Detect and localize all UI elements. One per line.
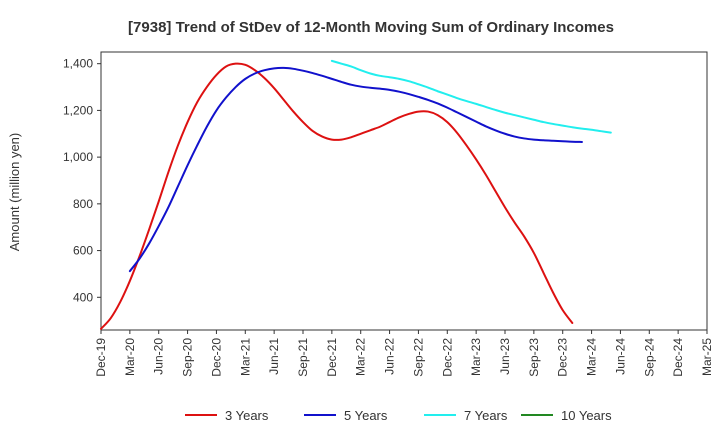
series-line-7-years — [330, 59, 612, 134]
x-tick-label: Sep-22 — [411, 338, 425, 377]
tick-labels: 400 600 800 1,000 1,200 1,400 Dec-19 Mar-20 Jun-… — [63, 57, 714, 377]
y-tick-label: 1,200 — [63, 103, 93, 117]
x-tick-label: Sep-23 — [527, 338, 541, 377]
legend: 3 Years 5 Years 7 Years 10 Years — [185, 408, 612, 423]
x-tick-label: Sep-20 — [181, 338, 195, 377]
x-tick-label: Jun-22 — [383, 338, 397, 375]
legend-label-10-years: 10 Years — [561, 408, 612, 423]
legend-item-7-years: 7 Years — [424, 408, 508, 423]
x-tick-label: Dec-20 — [209, 338, 223, 377]
axes — [97, 51, 708, 334]
y-tick-label: 400 — [73, 290, 93, 304]
x-tick-label: Dec-19 — [94, 338, 108, 377]
series-line-5-years — [128, 66, 583, 273]
legend-item-3-years: 3 Years — [185, 408, 269, 423]
plot-area-frame — [100, 51, 708, 331]
x-tick-label: Mar-25 — [700, 338, 714, 376]
legend-label-5-years: 5 Years — [344, 408, 388, 423]
x-tick-label: Mar-20 — [123, 338, 137, 376]
x-tick-label: Mar-23 — [469, 338, 483, 376]
x-tick-label: Sep-24 — [642, 338, 656, 377]
x-tick-label: Dec-23 — [556, 338, 570, 377]
x-tick-label: Mar-21 — [238, 338, 252, 376]
chart-title: [7938] Trend of StDev of 12-Month Moving… — [128, 19, 614, 36]
x-tick-label: Sep-21 — [296, 338, 310, 377]
legend-label-7-years: 7 Years — [464, 408, 508, 423]
y-tick-label: 1,000 — [63, 150, 93, 164]
x-tick-label: Mar-24 — [585, 338, 599, 376]
x-tick-label: Jun-21 — [267, 338, 281, 375]
legend-label-3-years: 3 Years — [225, 408, 269, 423]
y-tick-label: 800 — [73, 197, 93, 211]
series-lines — [100, 59, 612, 330]
y-tick-label: 1,400 — [63, 57, 93, 71]
series-line-3-years — [100, 62, 574, 330]
y-axis-label: Amount (million yen) — [7, 133, 22, 252]
x-tick-label: Dec-24 — [671, 338, 685, 377]
x-tick-label: Jun-24 — [613, 338, 627, 375]
x-tick-label: Jun-23 — [498, 338, 512, 375]
x-tick-label: Jun-20 — [152, 338, 166, 375]
legend-item-5-years: 5 Years — [304, 408, 388, 423]
x-tick-label: Dec-21 — [325, 338, 339, 377]
legend-item-10-years: 10 Years — [521, 408, 612, 423]
y-tick-label: 600 — [73, 244, 93, 258]
x-tick-label: Mar-22 — [354, 338, 368, 376]
x-tick-label: Dec-22 — [440, 338, 454, 377]
